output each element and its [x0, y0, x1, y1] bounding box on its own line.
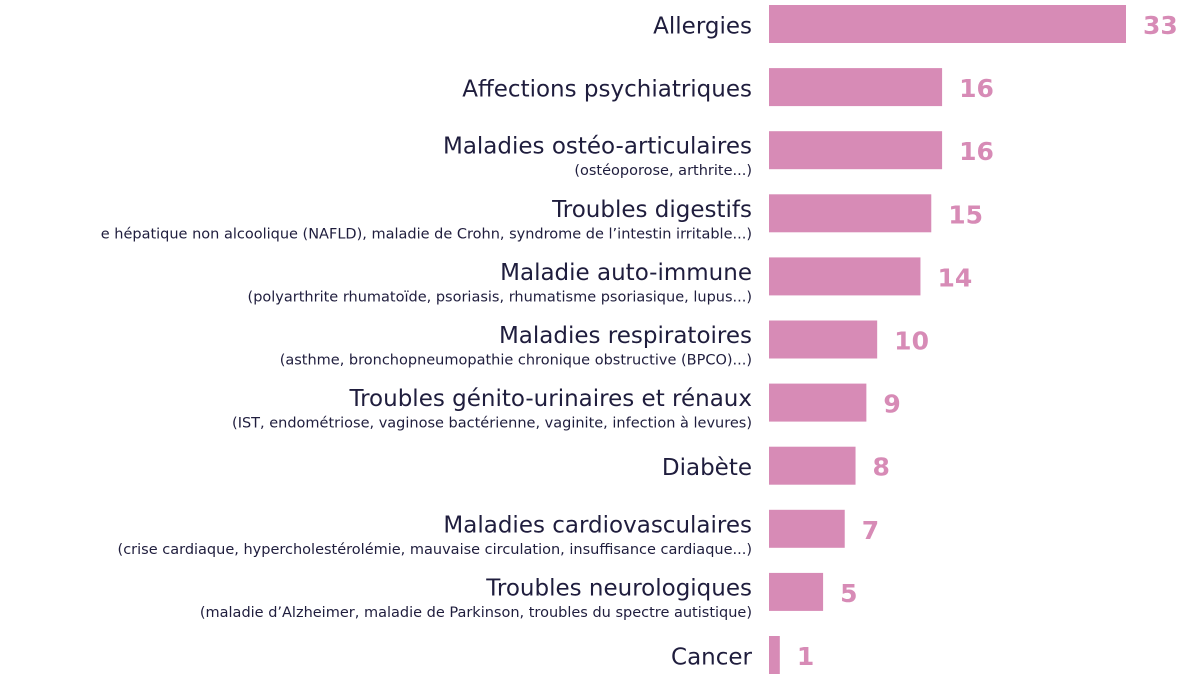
- value-label: 16: [959, 137, 994, 166]
- value-label: 8: [873, 453, 890, 482]
- category-sublabel: (crise cardiaque, hypercholestérolémie, …: [118, 542, 752, 558]
- bar: [769, 68, 943, 107]
- bar: [769, 131, 943, 170]
- value-label: 33: [1143, 11, 1178, 40]
- bar: [769, 572, 824, 611]
- value-label: 15: [948, 200, 983, 229]
- value-label: 1: [797, 642, 814, 671]
- bar: [769, 5, 1126, 43]
- category-sublabel: e hépatique non alcoolique (NAFLD), mala…: [101, 226, 752, 242]
- category-label: Maladie auto-immune: [500, 260, 752, 286]
- value-label: 7: [862, 516, 879, 545]
- bar: [769, 194, 932, 233]
- category-label: Maladies respiratoires: [499, 323, 752, 349]
- category-label: Cancer: [671, 645, 753, 671]
- value-label: 16: [959, 74, 994, 103]
- bar: [769, 383, 867, 422]
- category-label: Maladies cardiovasculaires: [443, 512, 752, 538]
- value-label: 14: [937, 263, 972, 292]
- category-label: Troubles génito-urinaires et rénaux: [348, 386, 752, 412]
- category-sublabel: (polyarthrite rhumatoïde, psoriasis, rhu…: [248, 289, 752, 305]
- category-label: Troubles neurologiques: [485, 575, 752, 601]
- bar: [769, 257, 921, 296]
- category-sublabel: (IST, endométriose, vaginose bactérienne…: [232, 416, 752, 432]
- value-label: 9: [883, 390, 900, 419]
- value-label: 5: [840, 579, 857, 608]
- bar: [769, 509, 845, 548]
- category-label: Maladies ostéo-articulaires: [443, 134, 752, 160]
- bar: [769, 320, 878, 359]
- category-sublabel: (ostéoporose, arthrite...): [574, 163, 752, 179]
- category-label: Affections psychiatriques: [462, 77, 752, 103]
- value-label: 10: [894, 327, 929, 356]
- category-label: Troubles digestifs: [551, 197, 752, 223]
- category-sublabel: (asthme, bronchopneumopathie chronique o…: [280, 353, 752, 369]
- category-sublabel: (maladie d’Alzheimer, maladie de Parkins…: [200, 605, 752, 621]
- category-label: Diabète: [662, 455, 752, 481]
- bar: [769, 446, 856, 485]
- bar: [769, 636, 780, 674]
- category-label: Allergies: [653, 14, 752, 40]
